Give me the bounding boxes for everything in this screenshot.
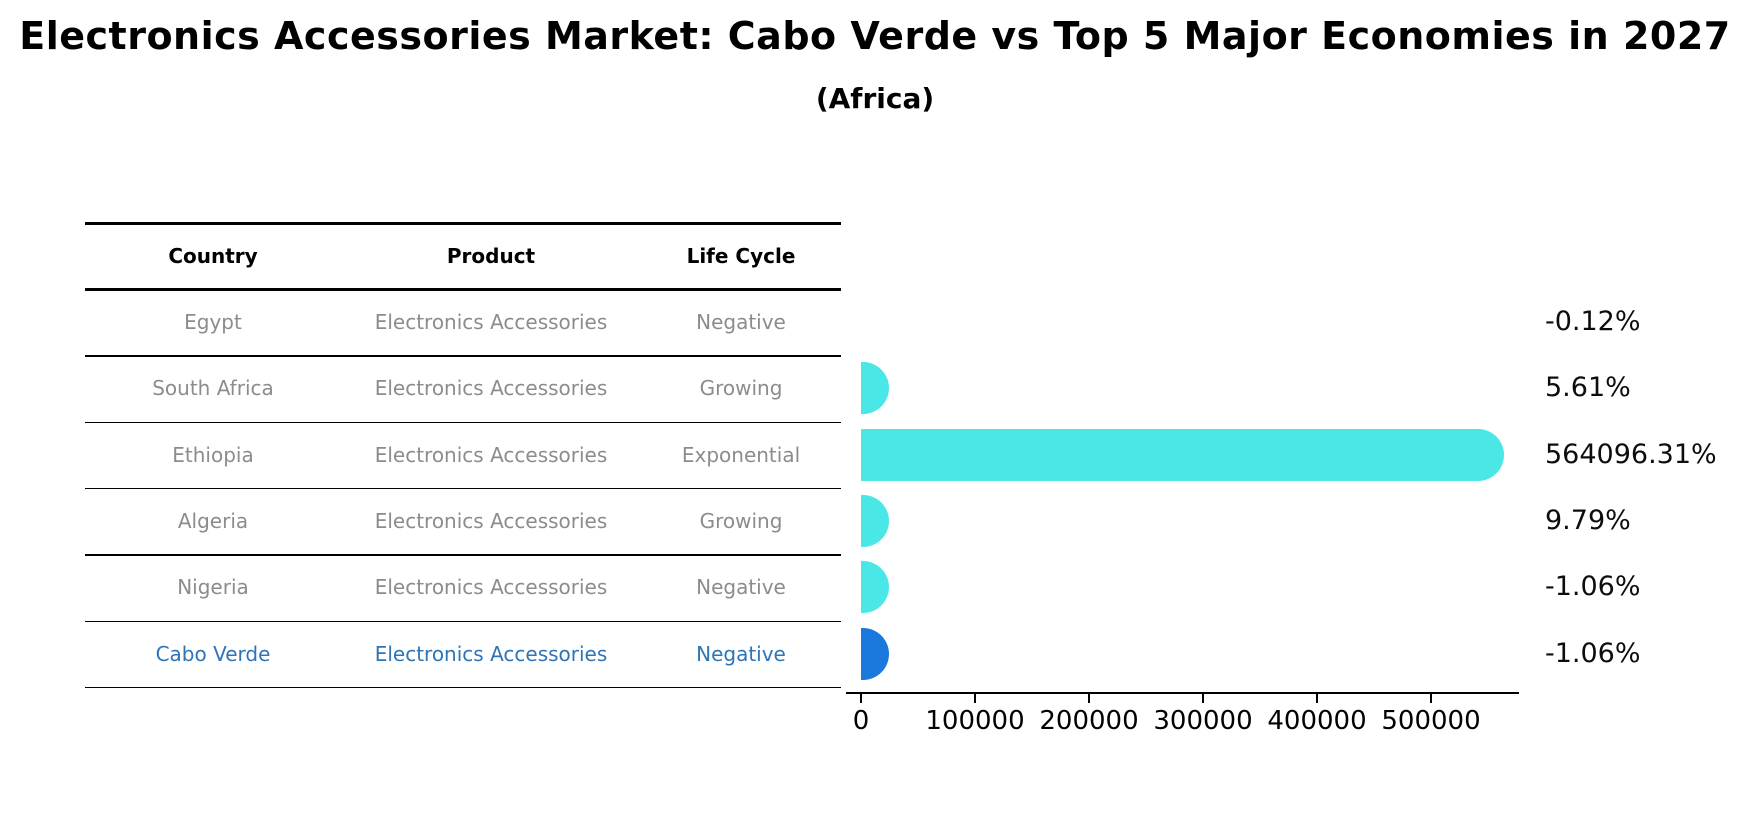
bar bbox=[861, 428, 1505, 481]
chart-subtitle: (Africa) bbox=[815, 82, 935, 115]
table-header-rule bbox=[85, 288, 841, 291]
table-cell-country: Nigeria bbox=[177, 575, 249, 600]
x-tick-label: 200000 bbox=[1039, 706, 1139, 736]
value-label: -1.06% bbox=[1545, 571, 1641, 603]
table-cell-product: Electronics Accessories bbox=[374, 508, 608, 533]
value-label: -0.12% bbox=[1545, 306, 1641, 338]
x-tick bbox=[1088, 694, 1090, 703]
table-cell-country: South Africa bbox=[152, 376, 274, 401]
table-cell-lifecycle: Growing bbox=[699, 508, 783, 533]
value-label: 5.61% bbox=[1545, 372, 1631, 404]
table-cell-country: Egypt bbox=[184, 310, 242, 334]
col-header-lifecycle: Life Cycle bbox=[686, 244, 796, 268]
table-cell-lifecycle: Negative bbox=[696, 641, 786, 666]
x-tick-label: 100000 bbox=[925, 706, 1025, 736]
table-row-rule bbox=[85, 686, 841, 689]
bar bbox=[861, 495, 889, 548]
x-tick bbox=[974, 694, 976, 703]
table-row: Egypt Electronics Accessories Negative bbox=[85, 289, 841, 355]
col-header-product: Product bbox=[446, 244, 536, 268]
table-cell-country: Algeria bbox=[177, 508, 249, 533]
table-cell-country: Cabo Verde bbox=[155, 641, 271, 666]
table-row-rule bbox=[85, 487, 841, 490]
x-tick-label: 300000 bbox=[1153, 706, 1253, 736]
value-label: 9.79% bbox=[1545, 505, 1631, 537]
table-row-rule bbox=[85, 355, 841, 357]
x-tick-label: 400000 bbox=[1267, 706, 1367, 736]
table-row-rule bbox=[85, 620, 841, 622]
col-header-country: Country bbox=[168, 244, 258, 268]
table-cell-lifecycle: Growing bbox=[699, 376, 783, 401]
table-cell-product: Electronics Accessories bbox=[374, 442, 608, 467]
x-tick bbox=[1430, 694, 1432, 703]
x-tick bbox=[1202, 694, 1204, 703]
table-row: South Africa Electronics Accessories Growi… bbox=[85, 355, 841, 421]
table-cell-lifecycle: Exponential bbox=[681, 442, 801, 467]
table-cell-product: Electronics Accessories bbox=[374, 575, 608, 600]
table-cell-lifecycle: Negative bbox=[696, 310, 786, 334]
x-tick bbox=[1316, 694, 1318, 703]
table-row: Cabo Verde Electronics Accessories Negativ… bbox=[85, 621, 841, 687]
bar bbox=[861, 561, 889, 614]
table-cell-lifecycle: Negative bbox=[696, 575, 786, 600]
table-row: Ethiopia Electronics Accessories Exponenti… bbox=[85, 422, 841, 488]
table-cell-product: Electronics Accessories bbox=[374, 310, 608, 334]
x-tick-label: 0 bbox=[852, 706, 870, 736]
table-row-rule bbox=[85, 554, 841, 556]
bar bbox=[861, 362, 889, 415]
x-tick-label: 500000 bbox=[1381, 706, 1481, 736]
table-row: Algeria Electronics Accessories Growing bbox=[85, 488, 841, 554]
x-axis-line bbox=[846, 692, 1519, 694]
value-label: -1.06% bbox=[1545, 637, 1641, 669]
table-cell-product: Electronics Accessories bbox=[374, 641, 608, 666]
table-cell-country: Ethiopia bbox=[172, 442, 254, 467]
table-top-rule bbox=[85, 222, 841, 225]
bar-highlight bbox=[861, 627, 889, 680]
value-label: 564096.31% bbox=[1545, 438, 1717, 470]
chart-title: Electronics Accessories Market: Cabo Ver… bbox=[19, 14, 1731, 58]
table-row-rule bbox=[85, 421, 841, 424]
table-cell-product: Electronics Accessories bbox=[374, 376, 608, 401]
table-header-row: Country Product Life Cycle bbox=[85, 223, 841, 289]
table-row: Nigeria Electronics Accessories Negative bbox=[85, 554, 841, 620]
x-tick bbox=[860, 694, 862, 703]
